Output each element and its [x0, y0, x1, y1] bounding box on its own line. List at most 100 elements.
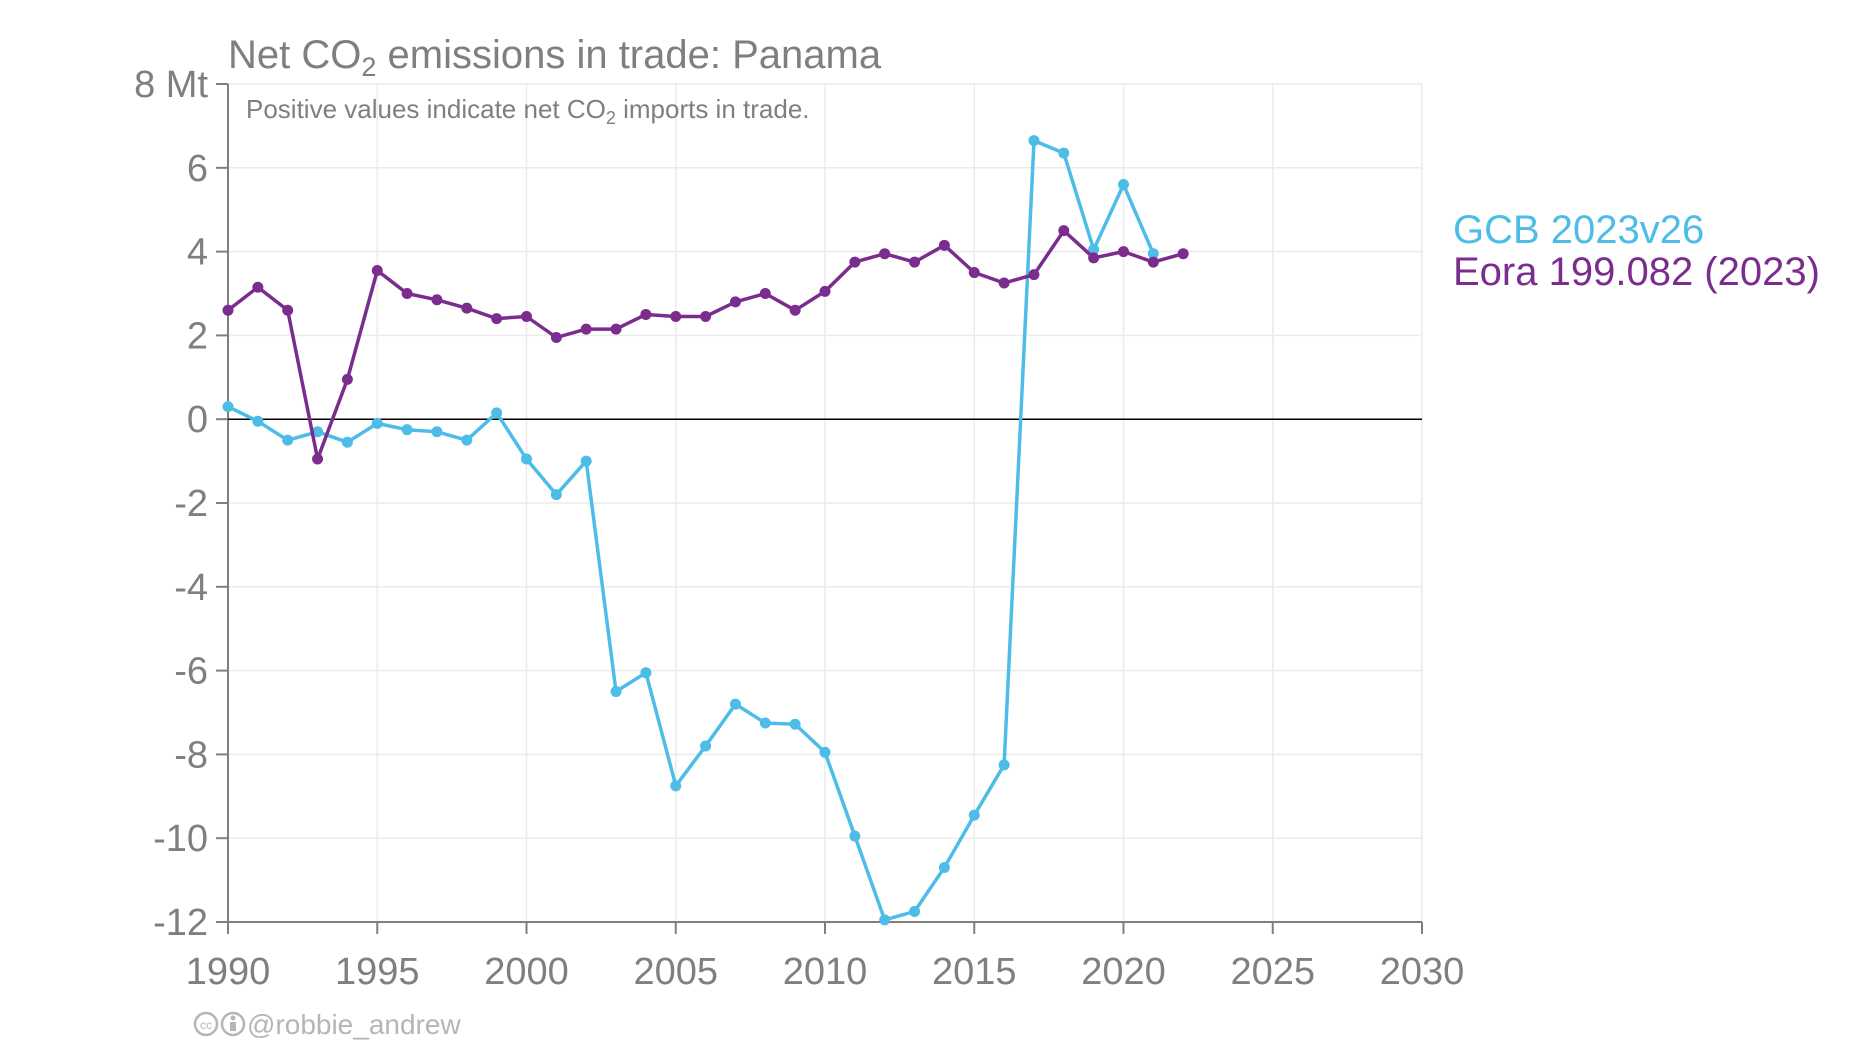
- data-point: [580, 323, 592, 335]
- data-point: [521, 311, 532, 323]
- chart-subtitle-main: Positive values indicate net CO: [246, 94, 606, 124]
- y-tick-label: 0: [187, 399, 208, 441]
- data-point: [640, 308, 652, 320]
- chart-title-subscript: 2: [361, 52, 376, 82]
- x-tick-label: 2030: [1380, 951, 1465, 993]
- grid: [227, 83, 1423, 923]
- x-tick-label: 2010: [783, 951, 868, 993]
- data-point: [1118, 246, 1129, 258]
- data-point: [700, 740, 712, 752]
- data-point: [819, 746, 831, 758]
- data-point: [461, 434, 473, 446]
- data-point: [550, 331, 562, 343]
- data-point: [282, 434, 294, 446]
- data-point: [849, 256, 861, 268]
- y-tick-label: 8 Mt: [134, 64, 208, 106]
- data-point: [252, 281, 264, 293]
- data-point: [401, 288, 413, 299]
- data-point: [998, 759, 1010, 771]
- data-point: [909, 906, 921, 918]
- data-point: [610, 323, 622, 335]
- data-point: [1088, 252, 1100, 264]
- y-tick-label: -8: [174, 734, 208, 776]
- y-tick-label: 6: [187, 148, 208, 190]
- data-point: [1028, 269, 1040, 281]
- data-point: [909, 256, 921, 268]
- data-point: [312, 426, 324, 438]
- data-point: [282, 304, 294, 316]
- x-tick-label: 1990: [186, 951, 271, 993]
- y-tick-label: 2: [187, 315, 208, 357]
- data-point: [938, 239, 950, 251]
- data-point: [222, 304, 234, 316]
- data-point: [1147, 256, 1159, 268]
- series-area: [222, 135, 1189, 926]
- x-tick-label: 2000: [484, 951, 569, 993]
- data-point: [1118, 179, 1129, 191]
- data-point: [491, 407, 503, 419]
- data-point: [789, 304, 801, 316]
- data-point: [580, 455, 592, 467]
- data-point: [252, 415, 264, 427]
- chart-subtitle-rest: imports in trade.: [616, 94, 810, 124]
- data-point: [312, 453, 324, 465]
- x-tick-label: 2005: [633, 951, 718, 993]
- data-point: [670, 780, 682, 792]
- data-point: [1088, 244, 1100, 256]
- data-point: [461, 302, 473, 314]
- data-point: [550, 489, 562, 501]
- y-tick-label: -2: [174, 483, 208, 525]
- data-point: [431, 426, 443, 438]
- data-point: [1177, 248, 1189, 260]
- data-point: [879, 914, 891, 926]
- series-0: [222, 135, 1159, 926]
- data-point: [371, 264, 383, 276]
- data-point: [729, 698, 741, 710]
- data-point: [401, 424, 413, 436]
- data-point: [1058, 225, 1070, 237]
- data-point: [670, 311, 682, 323]
- x-tick-label: 1995: [335, 951, 420, 993]
- y-tick-label: 4: [187, 232, 208, 274]
- data-point: [640, 667, 652, 679]
- data-point: [1028, 135, 1040, 147]
- y-tick-label: -12: [153, 902, 208, 944]
- data-point: [491, 313, 503, 325]
- credit-text: @robbie_andrew: [247, 1009, 461, 1040]
- data-point: [1147, 248, 1159, 260]
- data-point: [938, 862, 950, 874]
- data-point: [819, 285, 831, 297]
- chart-title: Net CO2 emissions in trade: Panama: [228, 33, 882, 82]
- chart-title-rest: emissions in trade: Panama: [376, 33, 881, 77]
- data-point: [371, 417, 383, 429]
- y-tick-label: -6: [174, 651, 208, 693]
- chart-subtitle: Positive values indicate net CO2 imports…: [246, 94, 810, 128]
- axes: 1990 1995 2000 2005 2010 2015 2020 2025 2030 8 Mt…: [134, 64, 1464, 993]
- data-point: [849, 830, 861, 842]
- attribution-icon: [220, 1011, 246, 1037]
- legend-entry: GCB 2023v26: [1453, 208, 1704, 252]
- series-1: [222, 225, 1189, 465]
- data-point: [759, 288, 771, 299]
- data-point: [610, 686, 622, 698]
- credit: cc @robbie_andrew: [193, 1009, 461, 1040]
- data-point: [431, 294, 443, 306]
- y-tick-label: -4: [174, 567, 208, 609]
- data-point: [968, 267, 980, 279]
- creative-commons-icon: cc: [193, 1011, 219, 1037]
- y-tick-label: -10: [153, 818, 208, 860]
- data-point: [700, 311, 712, 323]
- data-point: [968, 809, 980, 821]
- data-point: [521, 453, 532, 465]
- series-line: [226, 228, 1184, 461]
- data-point: [879, 248, 891, 260]
- data-point: [998, 277, 1010, 289]
- data-point: [759, 717, 771, 729]
- x-tick-label: 2015: [932, 951, 1017, 993]
- x-tick-label: 2025: [1230, 951, 1315, 993]
- chart-subtitle-subscript: 2: [606, 108, 616, 128]
- data-point: [341, 436, 353, 448]
- series-line: [227, 138, 1155, 922]
